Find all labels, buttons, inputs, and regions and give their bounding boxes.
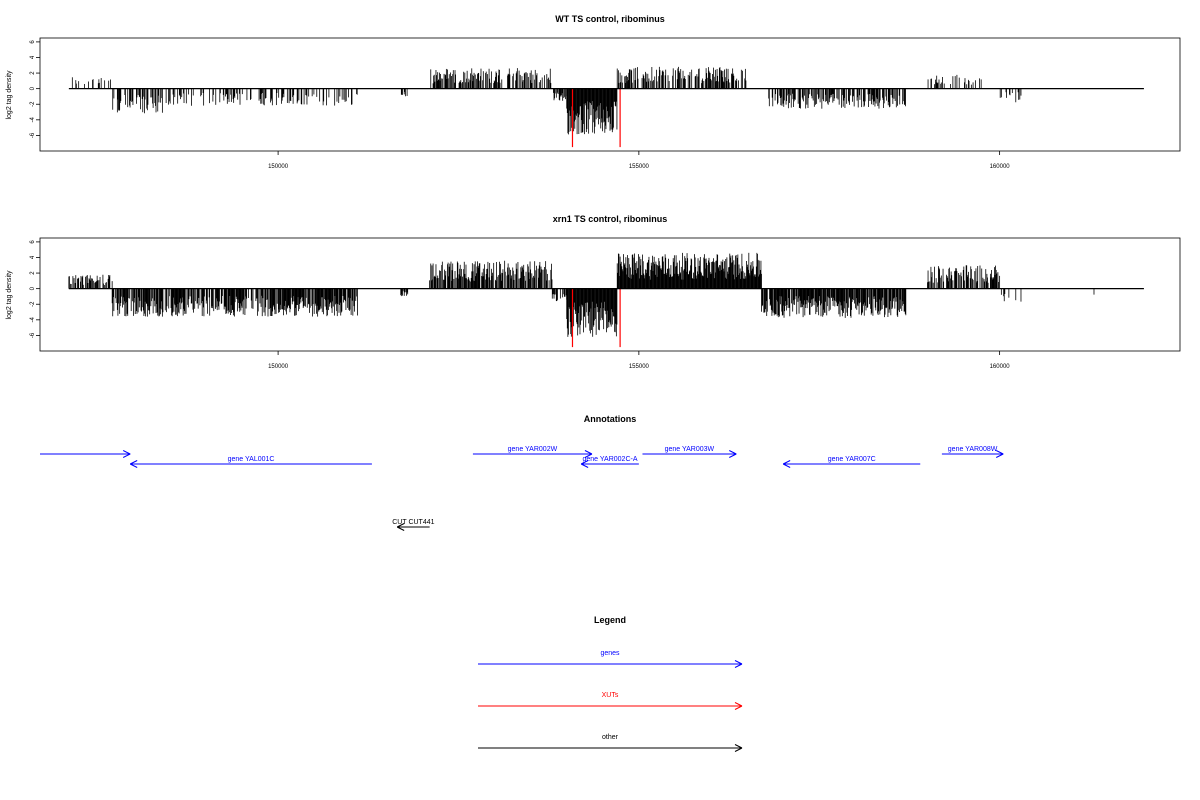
xrn1-track-ylabel: log2 tag density (6, 270, 13, 320)
xrn1-ytick-label: 0 (30, 286, 36, 290)
xrn1-ytick-label: 6 (30, 240, 36, 244)
annotation-arrow (396, 523, 430, 531)
legend-arrow-xuts (478, 702, 743, 710)
xrn1-ytick-label: -2 (30, 301, 36, 307)
wt-track-title: WT TS control, ribominus (555, 14, 665, 24)
wt-track-highlights (571, 88, 621, 148)
legend-entries: genes XUTs other (478, 650, 743, 752)
wt-track-frame (39, 37, 1181, 152)
legend-label-genes: genes (600, 650, 620, 657)
wt-xtick-label: 150000 (268, 164, 289, 170)
xrn1-xtick-label: 160000 (990, 364, 1011, 370)
annotation-arrow (472, 450, 593, 458)
wt-xtick-label: 155000 (629, 164, 650, 170)
wt-track-xaxis: 150000 155000 160000 (268, 151, 1010, 170)
legend: Legend genes XUTs other (478, 615, 743, 752)
annotation-arrow (782, 460, 921, 468)
wt-ytick-label: -6 (30, 132, 36, 138)
xrn1-track-title: xrn1 TS control, ribominus (553, 214, 668, 224)
wt-ytick-label: -4 (30, 117, 36, 123)
annotation-arrow (580, 460, 639, 468)
xrn1-ytick-label: 2 (30, 271, 36, 275)
annotation-arrow (941, 450, 1004, 458)
wt-ytick-label: -2 (30, 101, 36, 107)
xrn1-track-xaxis: 150000 155000 160000 (268, 351, 1010, 370)
legend-title: Legend (594, 615, 626, 625)
legend-label-other: other (602, 734, 619, 741)
annotation-arrow (40, 450, 131, 458)
wt-ytick-label: 4 (30, 55, 36, 59)
xrn1-xtick-label: 150000 (268, 364, 289, 370)
wt-track-panel: WT TS control, ribominus log2 tag densit… (6, 14, 1181, 170)
wt-track-yaxis: 6 4 2 0 -2 -4 -6 (30, 40, 40, 138)
xrn1-ytick-label: 4 (30, 255, 36, 259)
xrn1-xtick-label: 155000 (629, 364, 650, 370)
xrn1-track-frame (39, 237, 1181, 352)
wt-ytick-label: 0 (30, 86, 36, 90)
annotation-label: gene YAR008W (948, 446, 998, 453)
annotations-title: Annotations (584, 414, 637, 424)
wt-track-ylabel: log2 tag density (6, 70, 13, 120)
annotation-label: gene YAR002C-A (583, 456, 638, 463)
xrn1-track-bars (68, 252, 1095, 337)
annotation-arrow (129, 460, 372, 468)
xrn1-track-highlights (571, 288, 621, 348)
annotation-label: gene YAR003W (665, 446, 715, 453)
wt-xtick-label: 160000 (990, 164, 1011, 170)
wt-ytick-label: 2 (30, 71, 36, 75)
xrn1-ytick-label: -6 (30, 332, 36, 338)
xrn1-ytick-label: -4 (30, 317, 36, 323)
annotation-label: gene YAR007C (828, 456, 876, 463)
legend-arrow-genes (478, 660, 743, 668)
legend-arrow-other (478, 744, 743, 752)
xrn1-track-panel: xrn1 TS control, ribominus log2 tag dens… (6, 214, 1181, 370)
annotation-label: CUT CUT441 (392, 519, 434, 526)
wt-track-bars (71, 66, 1022, 135)
legend-label-xuts: XUTs (602, 692, 619, 699)
annotation-label: gene YAL001C (228, 456, 275, 463)
annotation-label: gene YAR002W (508, 446, 558, 453)
annotation-arrow (642, 450, 737, 458)
wt-ytick-label: 6 (30, 40, 36, 44)
annotation-features: gene YAL001C gene YAR002W gene YAR002C-A ge… (40, 446, 1004, 531)
xrn1-track-yaxis: 6 4 2 0 -2 -4 -6 (30, 240, 40, 338)
